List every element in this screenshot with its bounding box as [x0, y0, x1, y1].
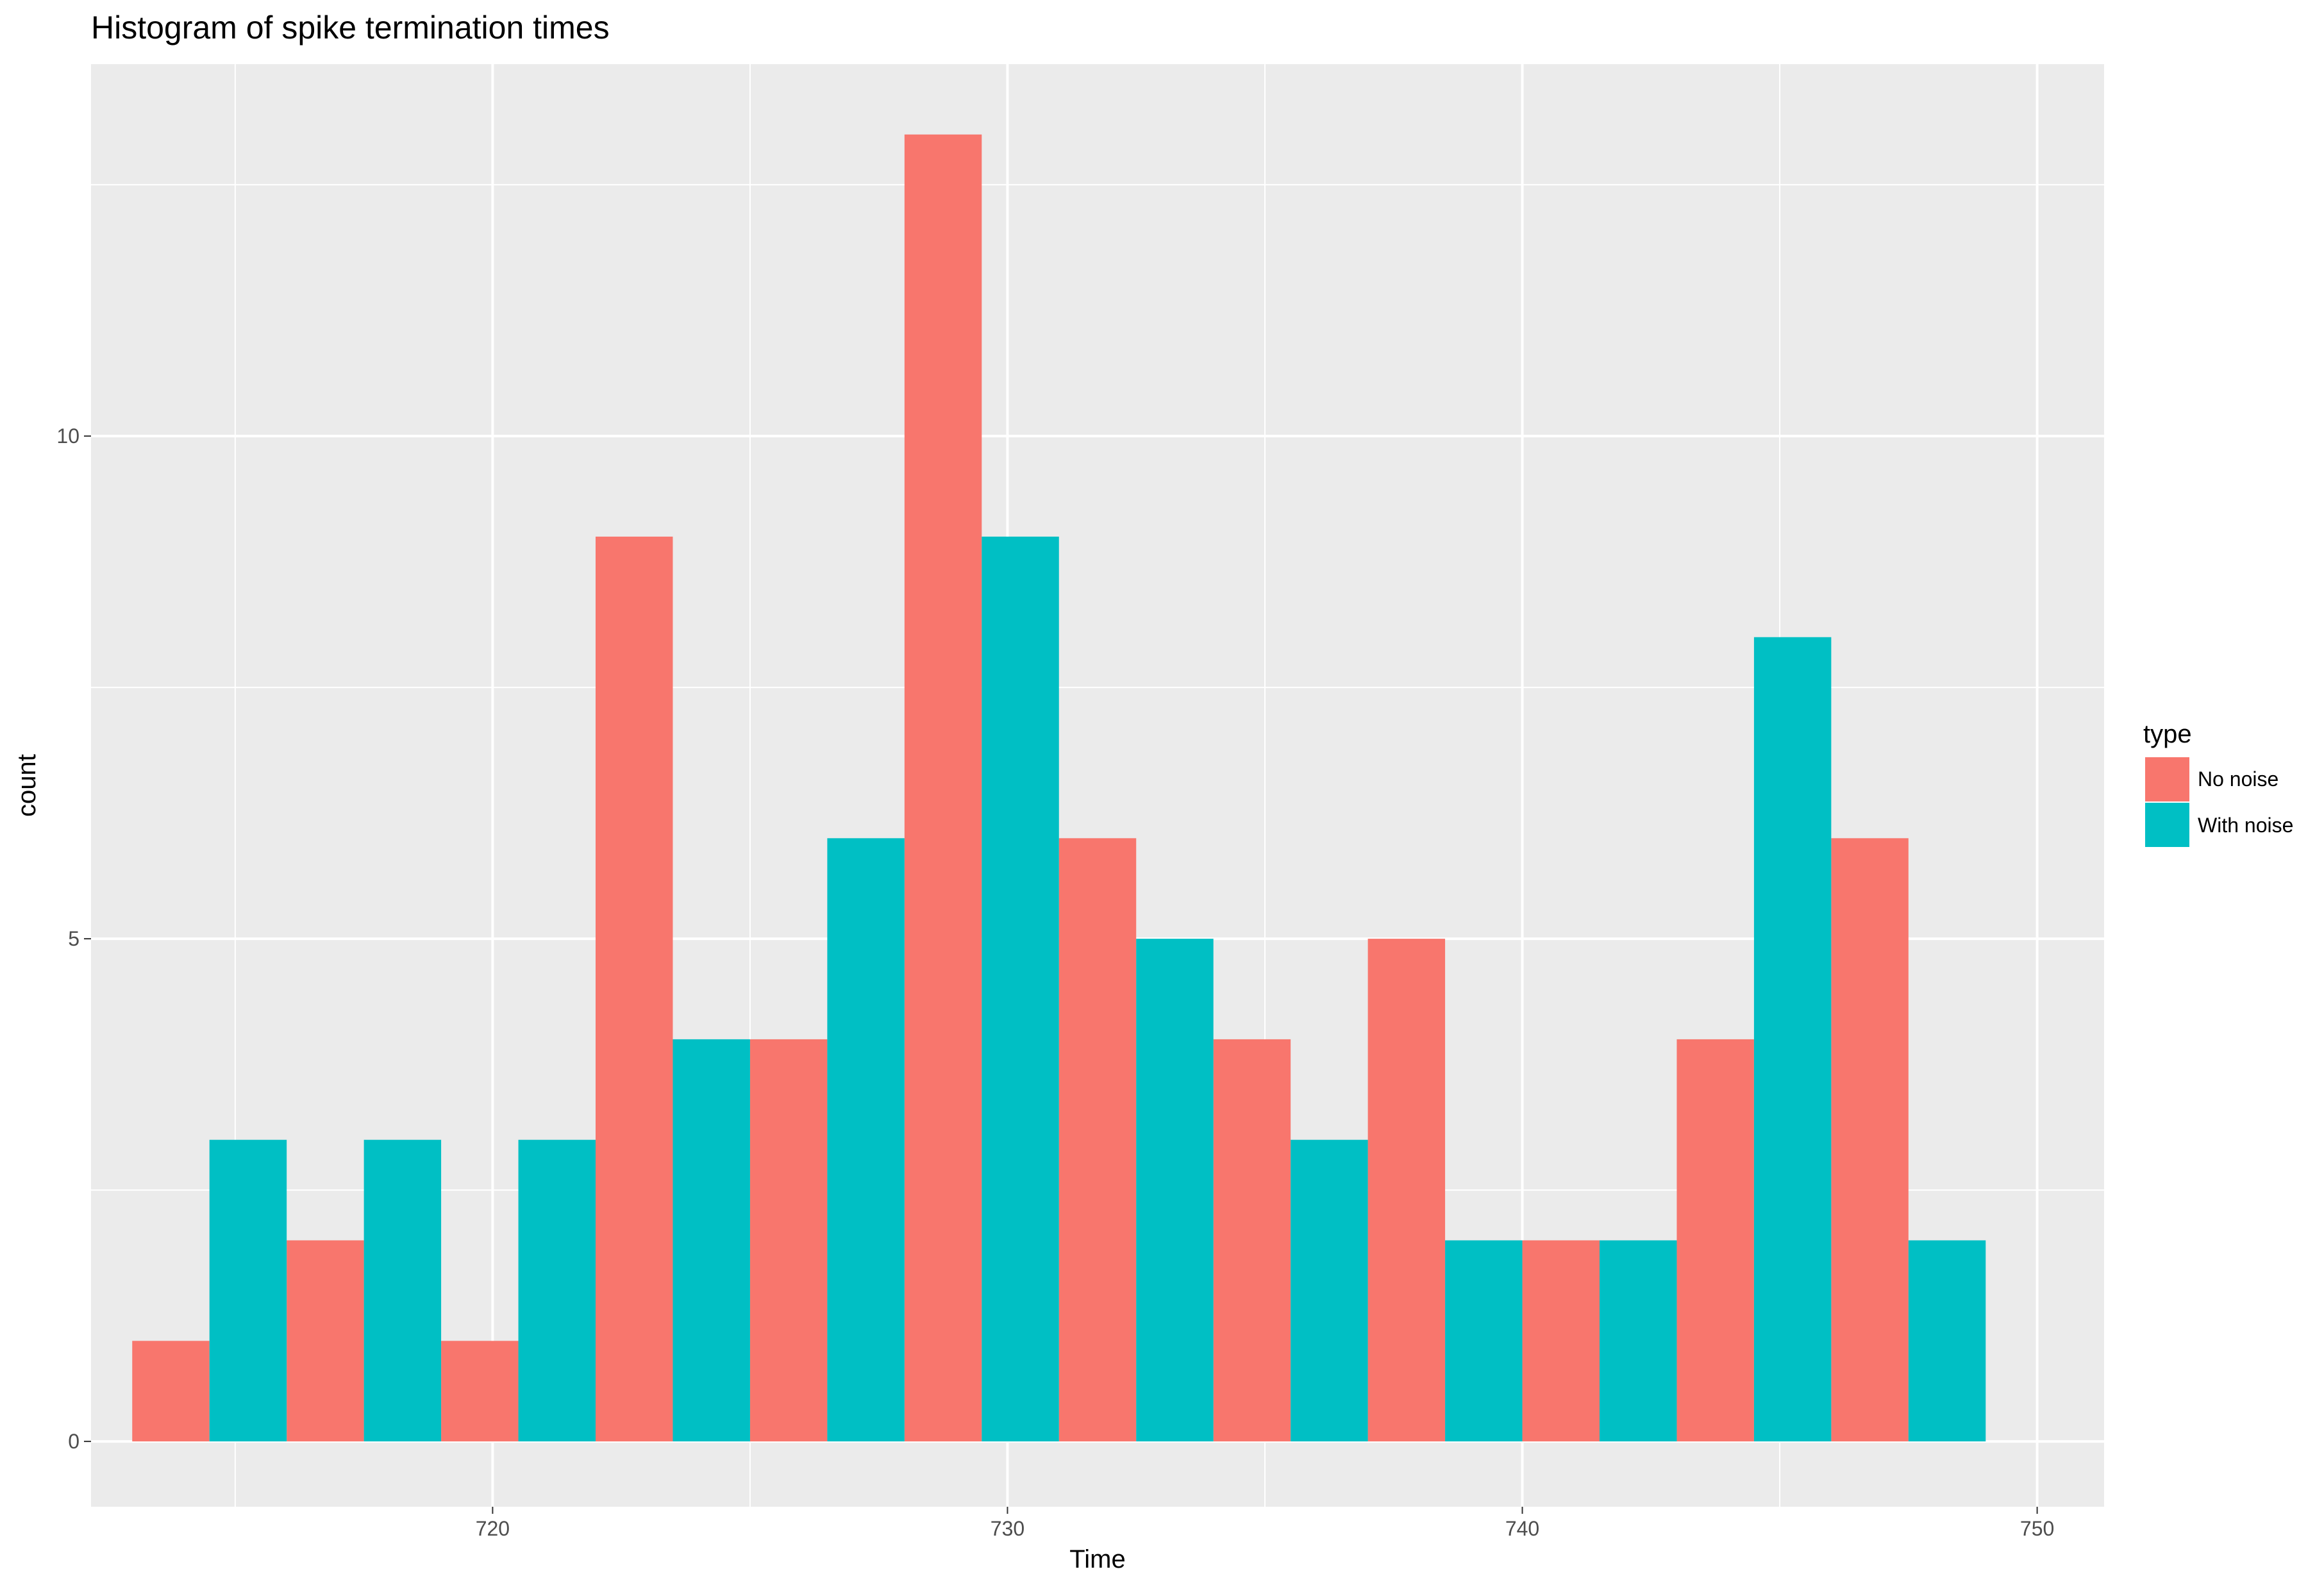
- x-tick-label: 730: [991, 1517, 1024, 1540]
- bar-no-noise: [441, 1341, 519, 1442]
- y-tick-label: 0: [68, 1430, 79, 1453]
- bar-no-noise: [1676, 1039, 1754, 1442]
- bar-with-noise: [364, 1139, 442, 1442]
- y-tick-label: 5: [68, 927, 79, 950]
- bar-no-noise: [132, 1341, 210, 1442]
- legend-label-with-noise: With noise: [2198, 814, 2293, 837]
- chart-title: Histogram of spike termination times: [91, 10, 610, 46]
- legend-title: type: [2143, 720, 2192, 748]
- x-axis: 720 730 740 750: [476, 1507, 2054, 1540]
- bar-no-noise: [904, 134, 982, 1442]
- bar-no-noise: [287, 1240, 364, 1442]
- bar-with-noise: [673, 1039, 750, 1442]
- x-tick-label: 740: [1505, 1517, 1539, 1540]
- legend-item-no-noise: No noise: [2145, 757, 2278, 801]
- bar-no-noise: [1831, 838, 1909, 1442]
- bar-no-noise: [1058, 838, 1137, 1442]
- legend-label-no-noise: No noise: [2198, 767, 2278, 791]
- x-tick-label: 720: [476, 1517, 510, 1540]
- bar-with-noise: [1908, 1240, 1986, 1442]
- y-tick-label: 10: [56, 424, 79, 448]
- y-axis: 0 5 10: [56, 424, 91, 1453]
- bar-with-noise: [827, 838, 905, 1442]
- x-axis-title: Time: [1069, 1545, 1125, 1573]
- bar-with-noise: [1599, 1240, 1677, 1442]
- bar-no-noise: [749, 1039, 828, 1442]
- bar-with-noise: [518, 1139, 596, 1442]
- bar-with-noise: [1291, 1139, 1368, 1442]
- y-axis-title: count: [13, 754, 41, 817]
- bar-with-noise: [1753, 637, 1832, 1442]
- bar-no-noise: [1213, 1039, 1291, 1442]
- legend-key-no-noise: [2145, 757, 2189, 801]
- bars: [132, 134, 1986, 1442]
- bar-no-noise: [1522, 1240, 1600, 1442]
- bar-with-noise: [1136, 939, 1214, 1442]
- bar-with-noise: [982, 536, 1059, 1442]
- bar-with-noise: [1445, 1240, 1523, 1442]
- bar-no-noise: [596, 536, 673, 1442]
- bar-no-noise: [1367, 939, 1446, 1442]
- bar-with-noise: [209, 1139, 287, 1442]
- x-tick-label: 750: [2020, 1517, 2054, 1540]
- legend-item-with-noise: With noise: [2145, 803, 2293, 847]
- legend-key-with-noise: [2145, 803, 2189, 847]
- legend: type No noise With noise: [2143, 720, 2293, 847]
